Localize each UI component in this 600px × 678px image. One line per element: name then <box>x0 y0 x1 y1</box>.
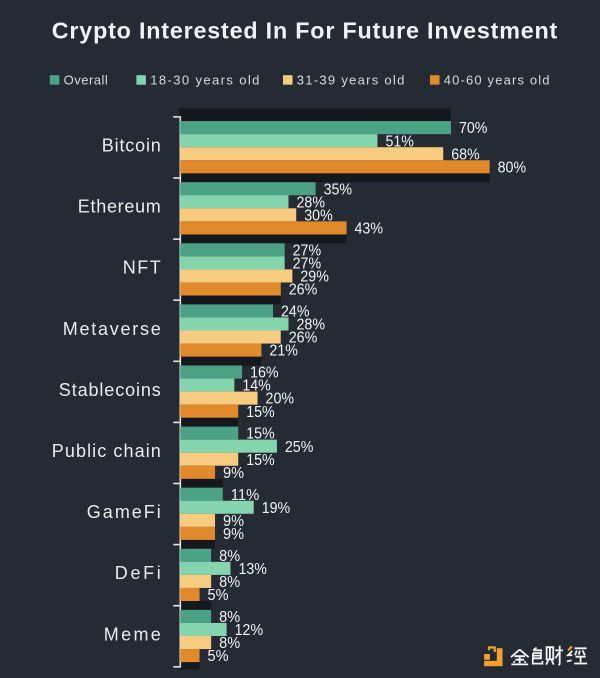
svg-text:40-60 years old: 40-60 years old <box>444 73 550 88</box>
svg-text:80%: 80% <box>498 159 527 176</box>
svg-text:8%: 8% <box>219 574 240 591</box>
svg-text:14%: 14% <box>242 378 271 395</box>
svg-text:12%: 12% <box>235 622 264 639</box>
svg-text:25%: 25% <box>285 439 314 456</box>
svg-text:Metaverse: Metaverse <box>63 319 161 339</box>
svg-text:Bitcoin: Bitcoin <box>102 135 161 155</box>
svg-text:DeFi: DeFi <box>115 563 161 583</box>
svg-text:Ethereum: Ethereum <box>78 197 161 217</box>
svg-text:35%: 35% <box>324 181 353 198</box>
svg-text:15%: 15% <box>246 426 275 443</box>
svg-text:Crypto Interested In For Futur: Crypto Interested In For Future Investme… <box>52 17 558 43</box>
svg-text:29%: 29% <box>300 269 329 286</box>
svg-text:Overall: Overall <box>64 73 108 88</box>
svg-text:20%: 20% <box>266 391 295 408</box>
svg-text:9%: 9% <box>223 465 244 482</box>
svg-text:8%: 8% <box>219 609 240 626</box>
svg-text:19%: 19% <box>262 500 291 517</box>
svg-text:13%: 13% <box>238 561 266 578</box>
svg-text:16%: 16% <box>250 365 279 382</box>
svg-text:8%: 8% <box>219 635 240 652</box>
svg-text:43%: 43% <box>355 220 384 237</box>
svg-text:21%: 21% <box>269 343 298 360</box>
svg-text:15%: 15% <box>246 404 275 421</box>
svg-text:9%: 9% <box>223 513 244 530</box>
svg-text:5%: 5% <box>208 587 229 604</box>
svg-text:31-39 years old: 31-39 years old <box>297 73 405 88</box>
svg-text:30%: 30% <box>304 207 333 224</box>
svg-text:Stablecoins: Stablecoins <box>59 380 161 400</box>
svg-text:NFT: NFT <box>123 258 161 278</box>
svg-text:9%: 9% <box>223 526 244 543</box>
svg-text:8%: 8% <box>219 548 240 565</box>
svg-text:68%: 68% <box>451 146 480 163</box>
svg-text:18-30 years old: 18-30 years old <box>150 73 259 88</box>
svg-text:28%: 28% <box>297 194 326 211</box>
svg-text:15%: 15% <box>246 452 275 469</box>
svg-text:26%: 26% <box>289 282 318 299</box>
svg-text:51%: 51% <box>385 133 414 150</box>
svg-text:70%: 70% <box>459 120 488 137</box>
svg-text:27%: 27% <box>293 242 322 259</box>
svg-text:24%: 24% <box>281 304 310 321</box>
svg-text:28%: 28% <box>297 317 326 334</box>
svg-text:5%: 5% <box>208 648 229 665</box>
svg-text:27%: 27% <box>293 255 322 272</box>
svg-text:11%: 11% <box>231 487 260 504</box>
svg-text:26%: 26% <box>289 330 318 347</box>
svg-text:GameFi: GameFi <box>87 502 161 522</box>
